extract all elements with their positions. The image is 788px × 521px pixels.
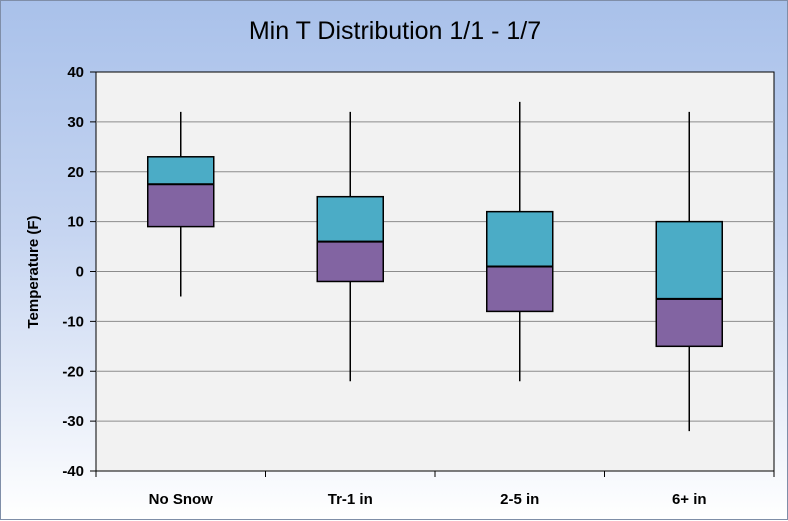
box-6-in <box>655 111 723 432</box>
y-tick-label: -20 <box>62 363 84 380</box>
x-tick-label: Tr-1 in <box>328 491 373 508</box>
y-tick-label: 10 <box>67 214 84 231</box>
lower-quartile-box <box>316 240 384 283</box>
boxes <box>147 101 723 432</box>
y-tick-label: -10 <box>62 313 84 330</box>
x-tick-label: No Snow <box>149 491 213 508</box>
lower-quartile-box <box>486 265 554 313</box>
chart-title: Min T Distribution 1/1 - 1/7 <box>249 17 541 45</box>
x-axis-ticks: No Snow Tr-1 in 2-5 in 6+ in <box>95 471 775 508</box>
lower-quartile-box <box>655 298 723 348</box>
y-axis-label: Temperature (F) <box>25 215 42 328</box>
x-tick-label: 2-5 in <box>500 491 539 508</box>
box-no-snow <box>147 111 215 297</box>
y-tick-label: -40 <box>62 463 84 480</box>
upper-quartile-box <box>316 195 384 243</box>
box-tr-1-in <box>316 111 384 382</box>
upper-quartile-box <box>486 210 554 268</box>
y-tick-label: 30 <box>67 114 84 131</box>
y-tick-label: -30 <box>62 413 84 430</box>
upper-quartile-box <box>147 156 215 185</box>
y-tick-label: 20 <box>67 164 84 181</box>
x-tick-label: 6+ in <box>672 491 707 508</box>
upper-quartile-box <box>655 220 723 300</box>
y-tick-label: 40 <box>67 64 84 81</box>
box-2-5-in <box>486 101 554 382</box>
y-tick-label: 0 <box>76 264 84 281</box>
y-axis-ticks: -40 -30 -20 -10 0 10 20 30 40 <box>62 64 96 480</box>
lower-quartile-box <box>147 183 215 228</box>
